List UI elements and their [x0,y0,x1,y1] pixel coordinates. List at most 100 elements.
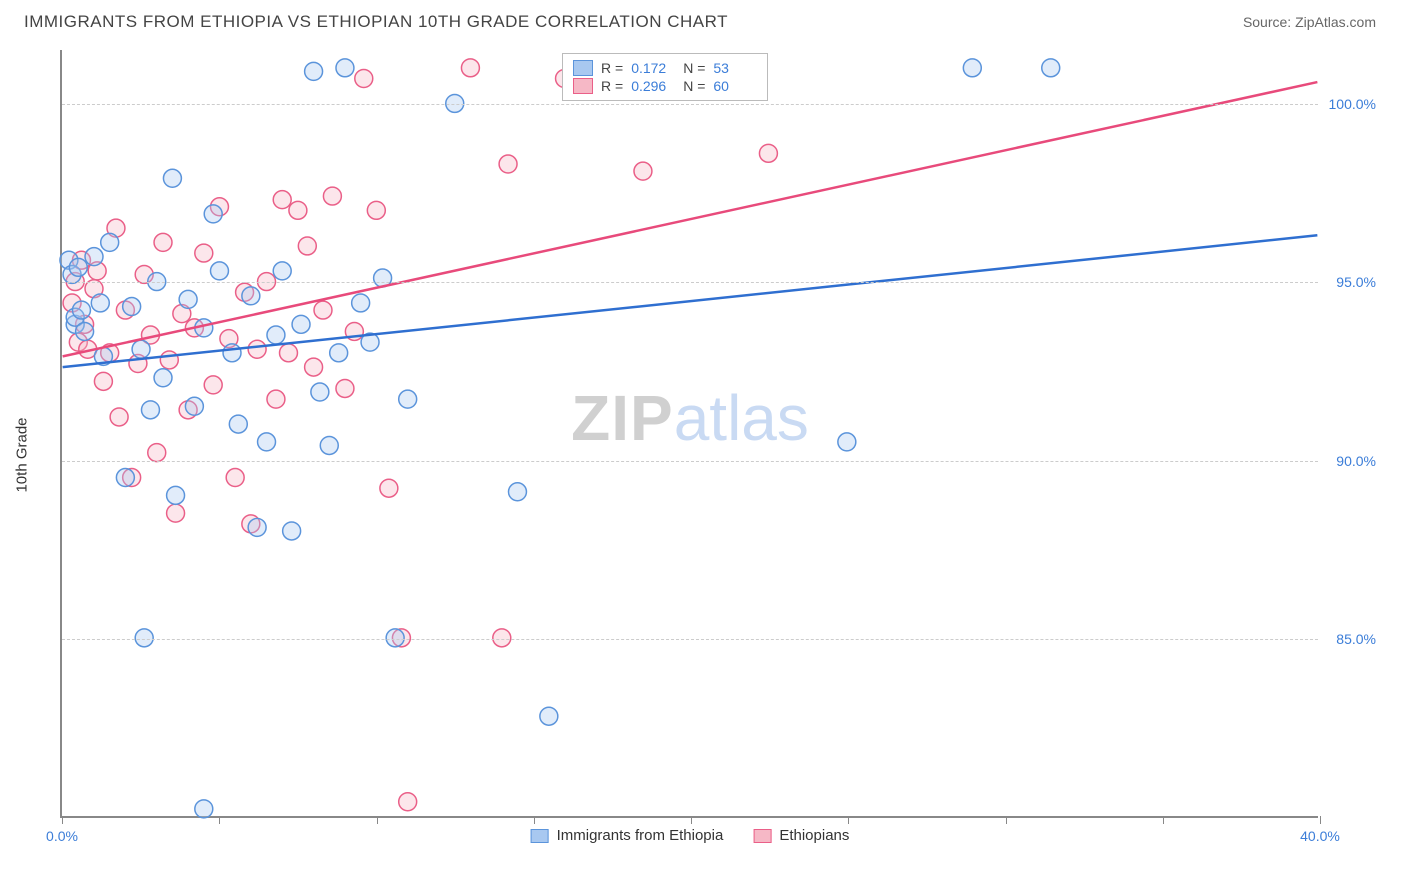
scatter-point [399,793,417,811]
scatter-point [386,629,404,647]
scatter-point [759,144,777,162]
scatter-point [355,70,373,88]
scatter-point [72,301,90,319]
scatter-point [540,707,558,725]
scatter-point [838,433,856,451]
scatter-point [258,433,276,451]
scatter-point [211,262,229,280]
plot-svg [62,50,1318,816]
scatter-point [267,326,285,344]
scatter-point [226,469,244,487]
scatter-point [508,483,526,501]
legend-series-name: Immigrants from Ethiopia [557,827,724,844]
legend-r-label: R = [601,60,623,76]
y-tick-label: 100.0% [1329,96,1376,112]
scatter-point [336,379,354,397]
plot-area: ZIPatlas R =0.172N =53R =0.296N =60 Immi… [60,50,1318,818]
x-tick [377,816,378,824]
y-tick-label: 90.0% [1336,453,1376,469]
scatter-point [367,201,385,219]
legend-item: Immigrants from Ethiopia [531,827,724,844]
scatter-point [85,248,103,266]
scatter-point [163,169,181,187]
scatter-point [101,233,119,251]
source-label: Source: ZipAtlas.com [1243,14,1376,30]
scatter-point [167,486,185,504]
scatter-point [154,369,172,387]
scatter-point [399,390,417,408]
x-tick-label: 40.0% [1300,828,1340,844]
scatter-point [298,237,316,255]
y-tick-label: 95.0% [1336,274,1376,290]
chart-container: 10th Grade ZIPatlas R =0.172N =53R =0.29… [0,40,1406,870]
x-tick [1163,816,1164,824]
scatter-point [204,376,222,394]
gridline [62,282,1318,283]
scatter-point [330,344,348,362]
scatter-point [380,479,398,497]
scatter-point [1042,59,1060,77]
legend-swatch [531,829,549,843]
scatter-point [352,294,370,312]
scatter-point [499,155,517,173]
x-tick [219,816,220,824]
legend-row: R = 0.172 N = 53 [573,60,757,76]
x-tick [1006,816,1007,824]
scatter-point [123,298,141,316]
scatter-point [305,358,323,376]
legend-r-value: 0.172 [631,60,675,76]
legend-item: Ethiopians [753,827,849,844]
y-tick-label: 85.0% [1336,631,1376,647]
x-tick [1320,816,1321,824]
y-axis-label: 10th Grade [14,417,31,492]
scatter-point [248,518,266,536]
scatter-point [292,315,310,333]
regression-line [63,82,1318,356]
gridline [62,104,1318,105]
legend-series-name: Ethiopians [779,827,849,844]
scatter-point [76,322,94,340]
x-tick [848,816,849,824]
legend-row: R =0.296N =60 [573,78,757,94]
scatter-point [148,444,166,462]
scatter-point [223,344,241,362]
scatter-point [116,469,134,487]
scatter-point [179,290,197,308]
scatter-point [248,340,266,358]
legend-swatch [573,78,593,94]
scatter-point [195,800,213,818]
legend-n-value: 53 [713,60,757,76]
scatter-point [320,436,338,454]
scatter-point [493,629,511,647]
legend-n-value: 60 [713,78,757,94]
x-tick-label: 0.0% [46,828,78,844]
legend-r-value: 0.296 [631,78,675,94]
scatter-point [110,408,128,426]
scatter-point [135,629,153,647]
chart-title: IMMIGRANTS FROM ETHIOPIA VS ETHIOPIAN 10… [24,12,728,32]
scatter-point [280,344,298,362]
scatter-point [141,401,159,419]
gridline [62,639,1318,640]
scatter-point [963,59,981,77]
legend-n-label: N = [683,60,705,76]
scatter-point [314,301,332,319]
x-tick [62,816,63,824]
scatter-point [195,244,213,262]
scatter-point [461,59,479,77]
scatter-point [305,62,323,80]
legend-swatch [573,60,593,76]
scatter-point [323,187,341,205]
scatter-point [267,390,285,408]
scatter-point [273,262,291,280]
header: IMMIGRANTS FROM ETHIOPIA VS ETHIOPIAN 10… [0,0,1406,40]
scatter-point [69,258,87,276]
scatter-point [283,522,301,540]
scatter-point [91,294,109,312]
legend-swatch [753,829,771,843]
scatter-point [336,59,354,77]
scatter-point [289,201,307,219]
scatter-point [185,397,203,415]
scatter-point [242,287,260,305]
scatter-point [311,383,329,401]
